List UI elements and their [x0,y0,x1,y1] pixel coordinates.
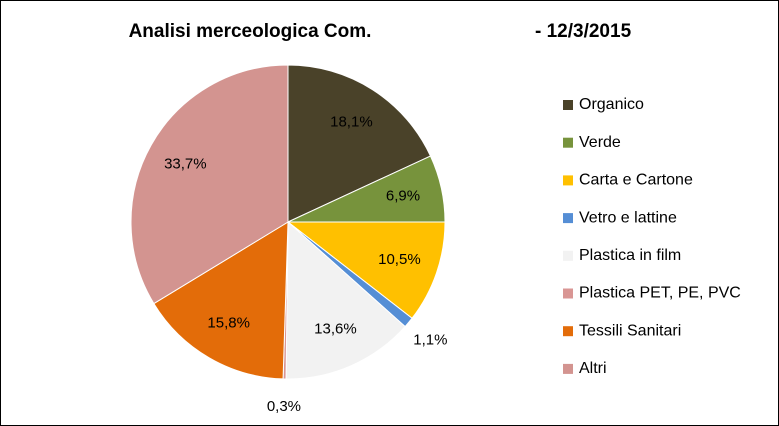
data-label: 6,9% [386,188,420,205]
legend-swatch [563,213,573,224]
legend-swatch [563,175,573,186]
pie-slice [286,221,446,319]
data-label: 10,5% [378,251,421,268]
pie-slice [153,221,289,380]
legend-label: Plastica PET, PE, PVC [579,285,741,302]
chart-title: Analisi merceologica Com. [129,21,372,42]
pie-slice [130,64,289,305]
legend-label: Carta e Cartone [579,172,693,189]
legend-swatch [563,250,573,261]
legend-label: Organico [579,96,644,113]
data-label: 13,6% [314,321,357,338]
chart-subtitle: - 12/3/2015 [535,21,632,42]
legend-swatch [563,100,573,110]
data-label: 0,3% [267,398,301,415]
legend-label: Altri [579,360,607,377]
data-label: 33,7% [164,155,207,172]
pie-slice [287,64,432,223]
data-label: 15,8% [207,315,250,332]
legend-swatch [563,363,573,374]
legend-swatch [563,137,573,148]
pie-slice [285,220,406,380]
legend-label: Verde [579,134,621,151]
data-label: 1,1% [413,332,447,349]
legend-label: Plastica in film [579,247,681,264]
legend-label: Tessili Sanitari [579,322,681,339]
data-label: 18,1% [330,114,373,131]
legend-swatch [563,288,573,299]
legend-label: Vetro e lattine [579,209,677,226]
legend-swatch [563,326,573,337]
